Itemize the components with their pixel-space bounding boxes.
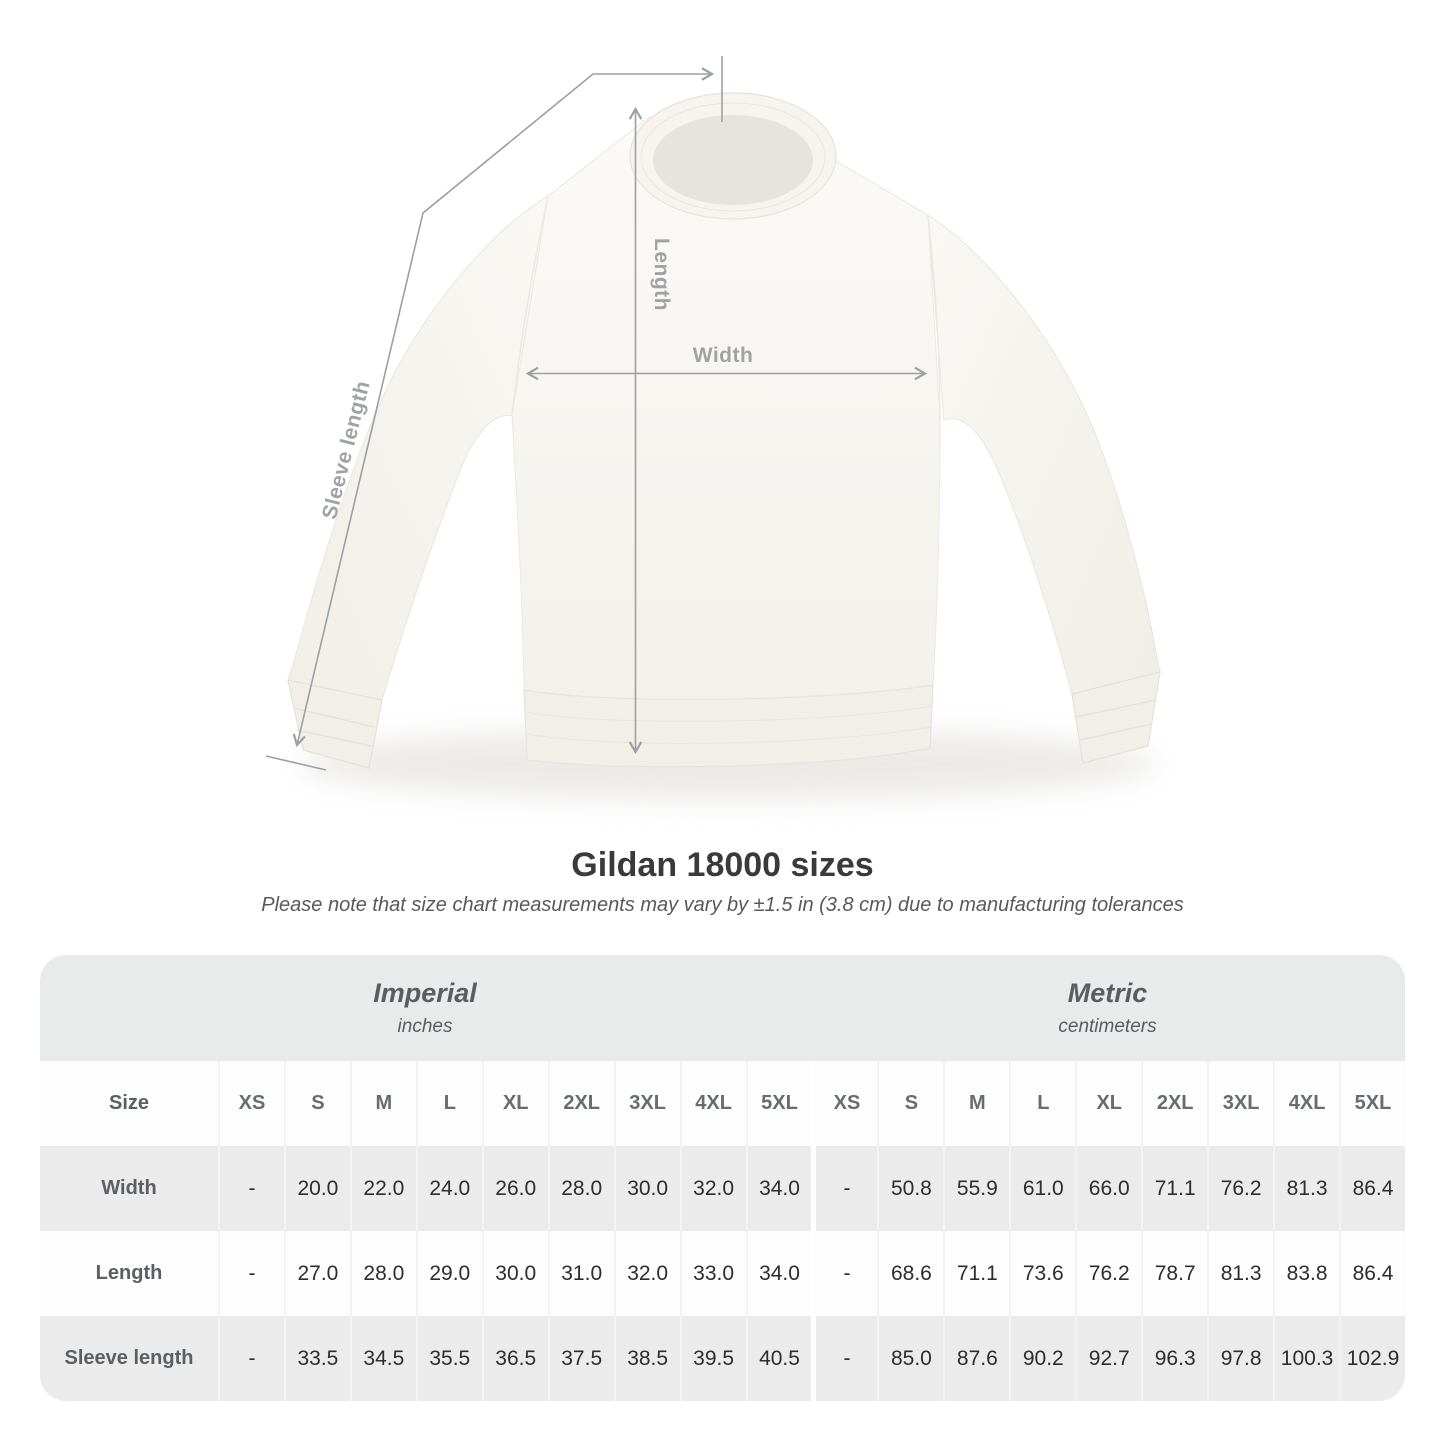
table-cell: 76.2 [1075,1231,1141,1316]
table-cell: 81.3 [1273,1146,1340,1231]
table-cell: 26.0 [481,1146,548,1231]
size-header-cell: M [349,1061,416,1146]
size-header-cell: S [877,1061,943,1146]
size-header-cell: 2XL [547,1061,614,1146]
row-label-cell: Length [95,1262,163,1284]
table-cell: 100.3 [1273,1316,1340,1401]
page-subtitle: Please note that size chart measurements… [261,894,1184,916]
table-cell: 30.0 [481,1231,548,1316]
table-cell: 36.5 [481,1316,548,1401]
table-cell: 81.3 [1207,1231,1273,1316]
size-header-cell: XL [1075,1061,1141,1146]
sweatshirt-graphic [265,56,1161,800]
section-name: Imperial [373,978,477,1008]
section-name: Metric [1067,978,1148,1008]
section-header-imperial: Imperial inches [40,955,810,1061]
measurement-lines [265,56,925,771]
size-header-cell: 3XL [613,1061,680,1146]
table-cell: 50.8 [877,1146,944,1231]
table-cell: 86.4 [1339,1146,1405,1231]
size-header-cell: 2XL [1141,1061,1207,1146]
table-cell: 83.8 [1273,1231,1339,1316]
section-unit: centimeters [1058,1016,1157,1037]
table-cell: - [218,1316,284,1401]
table-cell: 102.9 [1339,1316,1405,1401]
width-label: Width [692,344,754,367]
section-header-metric: Metric centimeters [810,955,1405,1061]
table-cell: - [811,1146,878,1231]
size-header-cell: S [283,1061,350,1146]
table-cell: 90.2 [1009,1316,1076,1401]
size-header-cell: 5XL [1339,1061,1405,1146]
table-cell: 73.6 [1009,1231,1075,1316]
table-cell: 97.8 [1207,1316,1274,1401]
table-cell: 66.0 [1075,1146,1142,1231]
table-cell: 33.5 [283,1316,350,1401]
section-unit: inches [397,1016,453,1037]
table-cell: - [218,1146,284,1231]
table-cell: 28.0 [547,1146,614,1231]
table-cell: 61.0 [1009,1146,1076,1231]
table-cell: 35.5 [415,1316,482,1401]
table-cell: 39.5 [679,1316,746,1401]
table-cell: 32.0 [613,1231,680,1316]
size-header-cell: XS [811,1061,877,1146]
table-cell: 31.0 [547,1231,614,1316]
size-header-cell: 4XL [679,1061,746,1146]
table-cell: 96.3 [1141,1316,1208,1401]
size-header-cell: XS [218,1061,284,1146]
table-cell: - [811,1316,878,1401]
table-cell: 78.7 [1141,1231,1207,1316]
sleeve-length-arrow [297,74,712,745]
table-cell: 20.0 [283,1146,350,1231]
table-cell: 38.5 [613,1316,680,1401]
table-cell: 34.5 [349,1316,416,1401]
table-cell: 24.0 [415,1146,482,1231]
table-cell: 68.6 [877,1231,943,1316]
table-grid: Size XS S M L XL 2XL 3XL 4XL 5XL XS S M L XL 2XL 3XL 4XL 5… [40,1061,1405,1401]
table-cell: 55.9 [943,1146,1010,1231]
page-title: Gildan 18000 sizes [571,846,874,884]
size-header-cell: 4XL [1273,1061,1339,1146]
table-cell: 34.0 [745,1146,812,1231]
table-cell: 86.4 [1339,1231,1405,1316]
garment-illustration: Length Width Sleeve length [265,56,1161,800]
size-header-cell: 3XL [1207,1061,1273,1146]
row-label-cell: Sleeve length [40,1316,218,1401]
size-header-cell: L [1009,1061,1075,1146]
table-cell: 28.0 [349,1231,416,1316]
size-header-cell: XL [481,1061,548,1146]
unit-section-band: Imperial inches Metric centimeters [40,955,1405,1061]
table-cell: 71.1 [943,1231,1009,1316]
table-cell: 22.0 [349,1146,416,1231]
table-cell: - [811,1231,877,1316]
table-cell: 34.0 [745,1231,812,1316]
table-cell: 40.5 [745,1316,812,1401]
size-header-cell: L [415,1061,482,1146]
table-cell: 32.0 [679,1146,746,1231]
table-cell: - [218,1231,284,1316]
row-label-cell: Width [40,1146,218,1231]
table-cell: 85.0 [877,1316,944,1401]
table-cell: 76.2 [1207,1146,1274,1231]
table-cell: 87.6 [943,1316,1010,1401]
table-cell: 71.1 [1141,1146,1208,1231]
size-header-cell: M [943,1061,1009,1146]
length-label: Length [650,238,673,311]
size-header-cell: 5XL [745,1061,812,1146]
table-cell: 27.0 [283,1231,350,1316]
table-cell: 33.0 [679,1231,746,1316]
table-cell: 92.7 [1075,1316,1142,1401]
sleeve-end-tick [265,755,327,771]
table-cell: 29.0 [415,1231,482,1316]
size-table: Imperial inches Metric centimeters Size X… [40,955,1405,1401]
collar [629,92,837,220]
table-cell: 30.0 [613,1146,680,1231]
size-column-header: Size [108,1092,150,1114]
table-cell: 37.5 [547,1316,614,1401]
